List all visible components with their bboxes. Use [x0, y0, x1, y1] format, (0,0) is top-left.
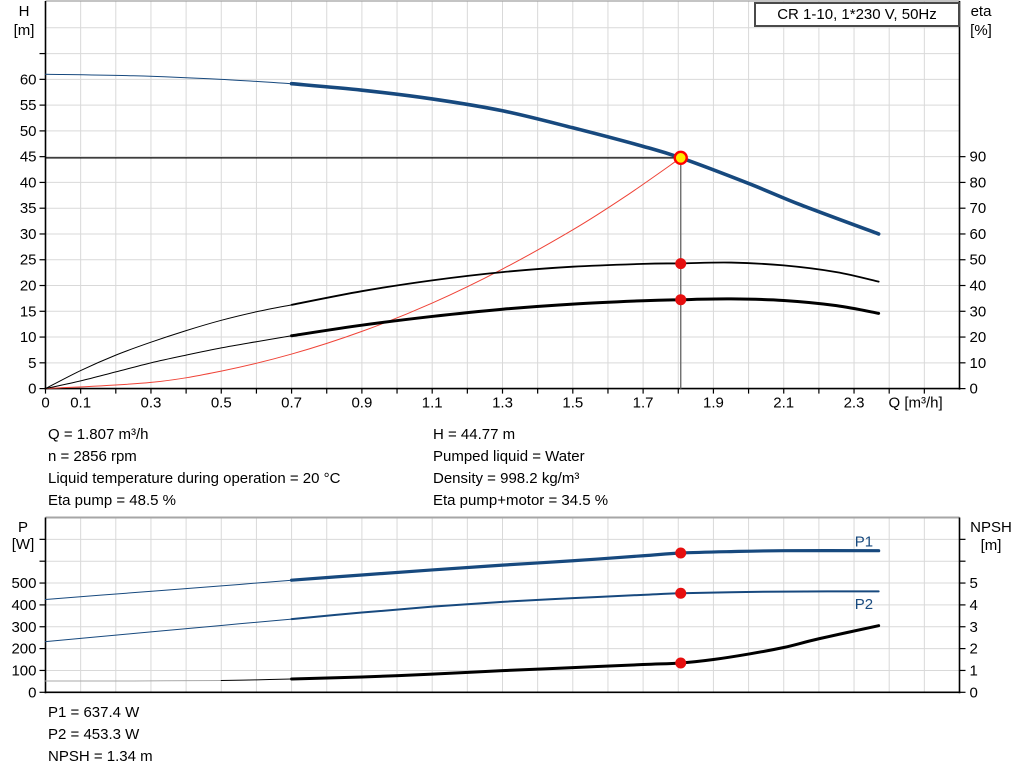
p2-op-dot	[675, 587, 687, 599]
y-left-tick-label: 15	[20, 303, 37, 320]
y-left-tick-label: 45	[20, 149, 37, 166]
y-right-tick-label: 10	[970, 355, 987, 372]
y-right-tick-label: 0	[970, 684, 978, 701]
eta-pump-curve	[290, 261, 880, 306]
npsh-curve	[290, 624, 881, 681]
x-tick-label: 1.3	[492, 395, 513, 412]
p2-curve	[45, 618, 293, 643]
x-tick-label: 2.3	[844, 395, 865, 412]
power-axis-unit: P [W]	[11, 519, 35, 553]
y-left-tick-label: 100	[11, 662, 36, 679]
pump-title: CR 1-10, 1*230 V, 50Hz	[777, 6, 937, 23]
head-curve	[289, 81, 881, 236]
pump-title-box: CR 1-10, 1*230 V, 50Hz	[754, 2, 960, 27]
x-tick-label: 1.7	[633, 395, 654, 412]
npsh-op-dot	[675, 657, 687, 669]
y-left-tick-label: 30	[20, 226, 37, 243]
x-axis-unit-label: Q [m³/h]	[889, 395, 943, 412]
info-eta-pump-motor: Eta pump+motor = 34.5 %	[433, 492, 609, 509]
operating-data-left: Q = 1.807 m³/h n = 2856 rpm Liquid tempe…	[48, 424, 340, 512]
x-tick-label: 1.1	[422, 395, 443, 412]
info-p1: P1 = 637.4 W	[48, 704, 140, 721]
x-tick-label: 0	[41, 395, 49, 412]
p2-curve	[290, 590, 880, 621]
info-density: Density = 998.2 kg/m³	[433, 470, 580, 487]
npsh-curve	[220, 678, 293, 681]
y-left-tick-label: 0	[28, 684, 36, 701]
y-right-tick-label: 80	[970, 174, 987, 191]
y-left-tick-label: 35	[20, 200, 37, 217]
info-eta-pump: Eta pump = 48.5 %	[48, 492, 176, 509]
y-right-tick-label: 60	[970, 226, 987, 243]
eta-axis-unit: eta [%]	[970, 3, 992, 39]
y-left-tick-label: 5	[28, 355, 36, 372]
p1-curve-label: P1	[855, 534, 873, 551]
y-left-tick-label: 10	[20, 329, 37, 346]
x-tick-label: 0.9	[351, 395, 372, 412]
info-npsh: NPSH = 1.34 m	[48, 748, 153, 765]
y-left-tick-label: 60	[20, 71, 37, 88]
x-tick-label: 1.5	[562, 395, 583, 412]
y-right-tick-label: 90	[970, 149, 987, 166]
info-n: n = 2856 rpm	[48, 448, 137, 465]
y-right-tick-label: 50	[970, 252, 987, 269]
y-left-tick-label: 300	[11, 619, 36, 636]
info-q: Q = 1.807 m³/h	[48, 426, 149, 443]
power-data-block: P1 = 637.4 W P2 = 453.3 W NPSH = 1.34 m	[48, 702, 153, 768]
p1-curve	[289, 549, 881, 582]
x-tick-label: 2.1	[773, 395, 794, 412]
eta-pump-motor-curve	[45, 335, 293, 390]
x-tick-label: 0.1	[70, 395, 91, 412]
x-tick-label: 1.9	[703, 395, 724, 412]
y-right-tick-label: 30	[970, 303, 987, 320]
y-right-tick-label: 2	[970, 641, 978, 658]
y-left-tick-label: 200	[11, 641, 36, 658]
x-tick-label: 0.7	[281, 395, 302, 412]
eta-pump-curve	[45, 304, 293, 390]
y-left-tick-label: 20	[20, 278, 37, 295]
info-pumped-liquid: Pumped liquid = Water	[433, 448, 585, 465]
p1-op-dot	[675, 547, 687, 559]
duty-point-marker[interactable]	[673, 150, 688, 166]
info-p2: P2 = 453.3 W	[48, 726, 140, 743]
y-right-tick-label: 20	[970, 329, 987, 346]
eta-pump-motor-op-dot	[675, 294, 687, 306]
x-tick-label: 0.5	[211, 395, 232, 412]
head-curve	[45, 73, 293, 85]
y-left-tick-label: 25	[20, 252, 37, 269]
p2-curve-label: P2	[855, 596, 873, 613]
y-right-tick-label: 0	[970, 381, 978, 398]
eta-pump-op-dot	[675, 258, 687, 270]
y-right-tick-label: 4	[970, 597, 978, 614]
operating-data-right: H = 44.77 m Pumped liquid = Water Densit…	[433, 424, 608, 512]
info-h: H = 44.77 m	[433, 426, 516, 443]
head-axis-unit: H [m]	[13, 3, 35, 39]
x-tick-label: 0.3	[141, 395, 162, 412]
y-left-tick-label: 0	[28, 381, 36, 398]
y-left-tick-label: 50	[20, 123, 37, 140]
y-left-tick-label: 500	[11, 575, 36, 592]
y-right-tick-label: 40	[970, 278, 987, 295]
y-right-tick-label: 70	[970, 200, 987, 217]
p1-curve	[45, 579, 293, 600]
y-right-tick-label: 3	[970, 619, 978, 636]
y-right-tick-label: 5	[970, 575, 978, 592]
y-left-tick-label: 400	[11, 597, 36, 614]
y-left-tick-label: 40	[20, 174, 37, 191]
system-curve	[45, 157, 682, 390]
npsh-axis-unit: NPSH [m]	[970, 519, 1012, 554]
y-right-tick-label: 1	[970, 662, 978, 679]
eta-pump-motor-curve	[290, 297, 881, 338]
y-left-tick-label: 55	[20, 97, 37, 114]
info-liquid-temperature: Liquid temperature during operation = 20…	[48, 470, 341, 487]
